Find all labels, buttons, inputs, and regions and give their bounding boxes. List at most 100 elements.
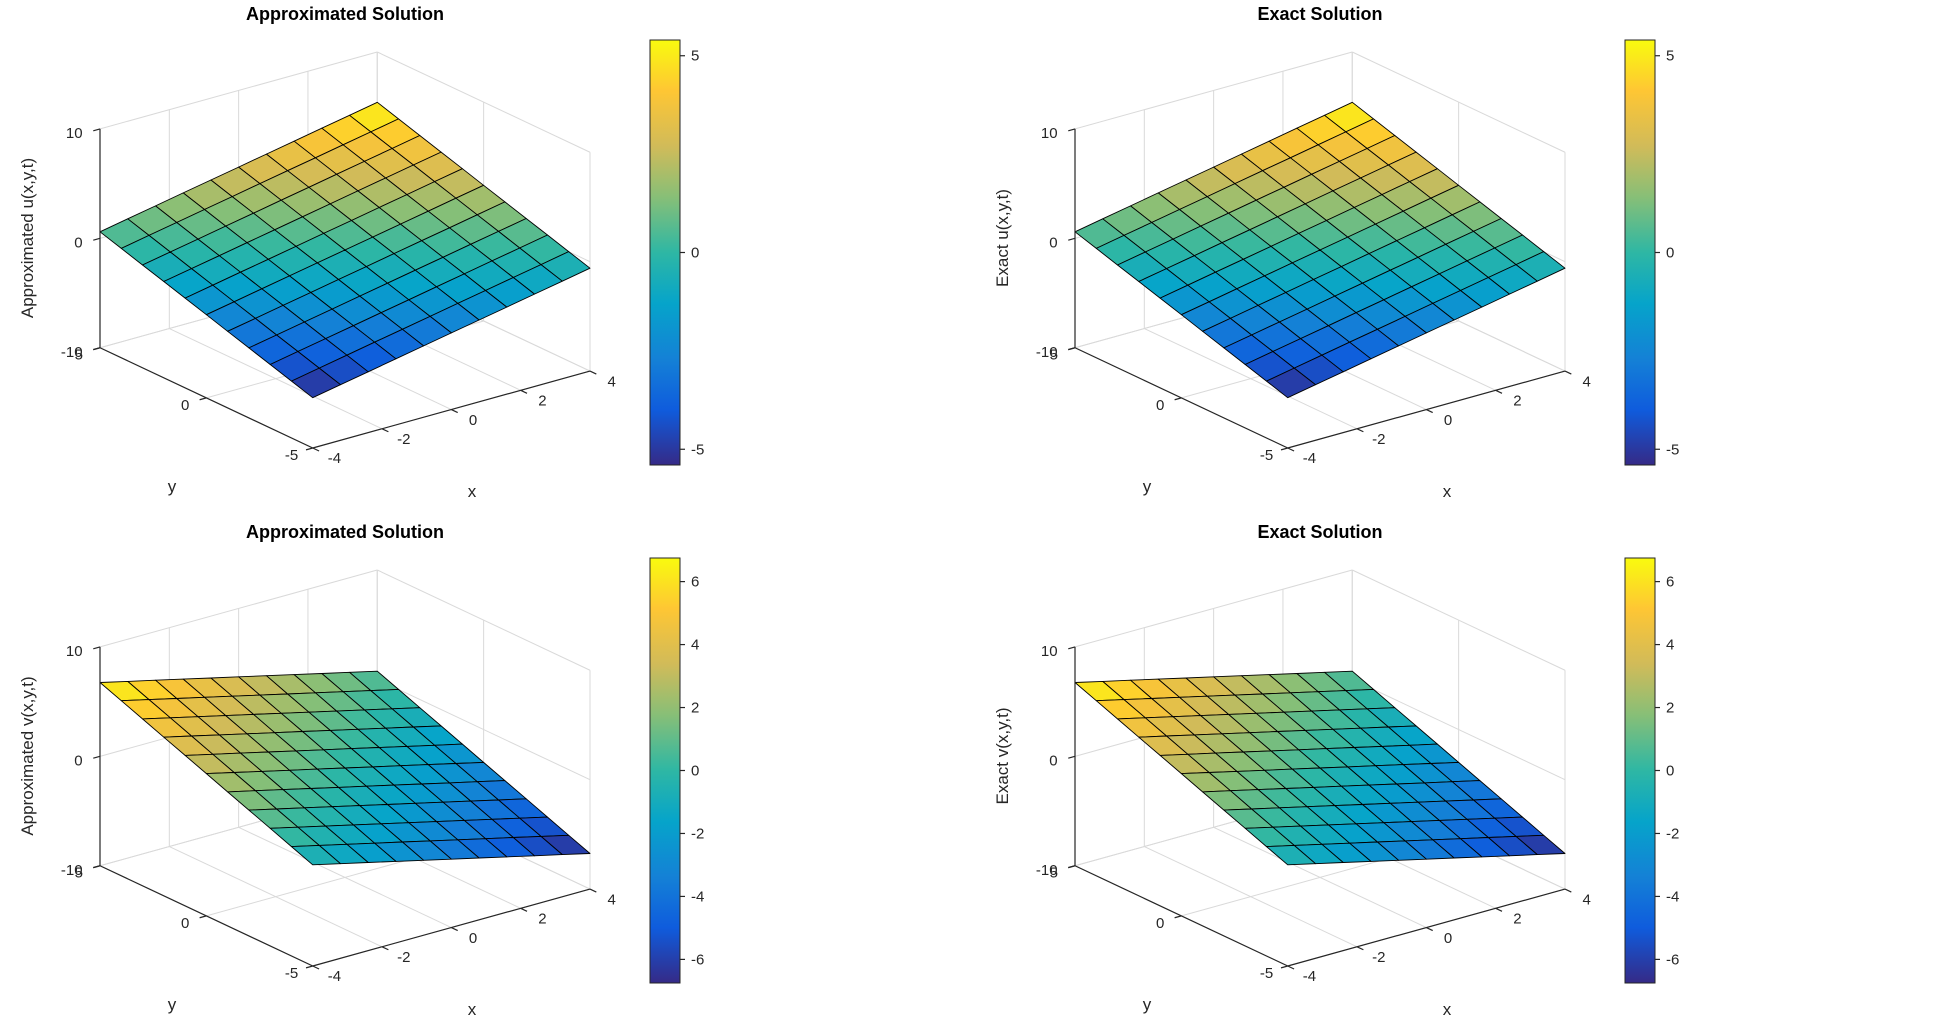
x-tick-label: 2 (1513, 393, 1521, 410)
plot-title: Exact Solution (1257, 522, 1383, 542)
x-tick-label: -4 (1303, 450, 1316, 467)
z-tick-label: -10 (61, 862, 83, 879)
colorbar-tick-label: 6 (1666, 574, 1674, 591)
z-tick-label: 10 (1041, 643, 1058, 660)
colorbar-tick-label: 4 (1666, 637, 1674, 654)
y-axis-label: y (1142, 477, 1152, 496)
y-tick-label: 0 (1156, 915, 1164, 932)
y-axis-label: y (167, 995, 177, 1014)
colorbar-tick-label: 2 (1666, 700, 1674, 717)
z-tick-label: 0 (74, 235, 82, 252)
x-tick-label: -2 (397, 949, 410, 966)
surface-quad (1266, 367, 1316, 399)
y-tick-labels: -5 0 5 (1050, 347, 1274, 464)
colorbar-tick-label: -4 (691, 888, 704, 905)
plot-title: Exact Solution (1257, 4, 1383, 24)
x-tick-label: 2 (1513, 911, 1521, 928)
x-axis-label: x (1442, 1000, 1452, 1019)
subplot-exact-v: -4 -2 0 2 4 -5 0 5 -10 0 10 -6 -4 -2 0 2 4 6 Exact Soluti… (975, 518, 1950, 1036)
z-tick-labels: -10 0 10 (61, 125, 83, 361)
colorbar-tick-label: -2 (1666, 825, 1679, 842)
x-tick-labels: -4 -2 0 2 4 (1303, 373, 1591, 467)
tick-marks (93, 646, 597, 970)
colorbar-tick-label: -5 (1666, 441, 1679, 458)
z-axis-label: Exact v(x,y,t) (993, 707, 1012, 805)
z-tick-label: 10 (1041, 125, 1058, 142)
x-tick-label: 4 (608, 891, 616, 908)
surface-quad (1266, 844, 1316, 866)
colorbar-tick-label: -6 (691, 951, 704, 968)
tick-marks (1068, 646, 1572, 970)
y-tick-label: -5 (285, 447, 298, 464)
x-tick-label: 0 (469, 412, 477, 429)
surface-mesh (99, 670, 591, 866)
y-tick-labels: -5 0 5 (75, 347, 299, 464)
z-tick-label: -10 (1036, 344, 1058, 361)
y-tick-label: 0 (181, 397, 189, 414)
x-tick-label: 4 (608, 373, 616, 390)
x-tick-label: -2 (1372, 431, 1385, 448)
z-tick-label: 10 (66, 125, 83, 142)
y-tick-label: 5 (75, 347, 83, 364)
z-tick-label: 0 (74, 753, 82, 770)
tick-marks (93, 128, 597, 452)
colorbar-tick-label: -2 (691, 825, 704, 842)
surface-mesh (1074, 670, 1566, 866)
z-tick-labels: -10 0 10 (61, 643, 83, 879)
x-tick-label: -4 (328, 968, 341, 985)
x-tick-labels: -4 -2 0 2 4 (328, 373, 616, 467)
colorbar-tick-label: -4 (1666, 888, 1679, 905)
z-axis-label: Approximated v(x,y,t) (18, 676, 37, 836)
y-tick-label: 0 (1156, 397, 1164, 414)
x-tick-label: 2 (538, 911, 546, 928)
colorbar (649, 557, 685, 984)
colorbar-tick-label: -5 (691, 441, 704, 458)
x-tick-label: 0 (1444, 930, 1452, 947)
surface-quad (291, 367, 341, 399)
z-tick-label: 0 (1049, 753, 1057, 770)
colorbar-tick-labels: -6 -4 -2 0 2 4 6 (691, 574, 704, 969)
colorbar-gradient (649, 39, 681, 466)
plot-title: Approximated Solution (246, 522, 444, 542)
y-tick-label: 0 (181, 915, 189, 932)
y-tick-label: 5 (1050, 865, 1058, 882)
z-tick-label: 0 (1049, 235, 1057, 252)
x-tick-label: 4 (1583, 373, 1591, 390)
colorbar-gradient (1624, 39, 1656, 466)
x-tick-labels: -4 -2 0 2 4 (1303, 891, 1591, 985)
z-tick-label: 10 (66, 643, 83, 660)
x-tick-label: 0 (1444, 412, 1452, 429)
x-tick-label: -2 (1372, 949, 1385, 966)
y-tick-label: 5 (75, 865, 83, 882)
y-tick-labels: -5 0 5 (75, 865, 299, 982)
subplot-approx-u: -4 -2 0 2 4 -5 0 5 -10 0 10 -5 0 5 Approximated Solut… (0, 0, 975, 518)
colorbar-tick-label: -6 (1666, 951, 1679, 968)
z-tick-label: -10 (61, 344, 83, 361)
x-tick-labels: -4 -2 0 2 4 (328, 891, 616, 985)
x-tick-label: -4 (328, 450, 341, 467)
y-tick-label: -5 (285, 965, 298, 982)
y-tick-label: -5 (1260, 447, 1273, 464)
plot-canvas-exact-v: -4 -2 0 2 4 -5 0 5-10 0 10 -6 -4 -2 0 2 4 6 (1036, 557, 1679, 985)
colorbar (1624, 557, 1660, 984)
colorbar-tick-label: 2 (691, 700, 699, 717)
surface-quad (291, 844, 341, 866)
x-tick-label: 2 (538, 393, 546, 410)
y-tick-label: 5 (1050, 347, 1058, 364)
z-tick-labels: -10 0 10 (1036, 125, 1058, 361)
x-tick-label: 4 (1583, 891, 1591, 908)
plot-title: Approximated Solution (246, 4, 444, 24)
colorbar-tick-label: 0 (1666, 763, 1674, 780)
tick-marks (1068, 128, 1572, 452)
y-tick-labels: -5 0 5 (1050, 865, 1274, 982)
y-tick-label: -5 (1260, 965, 1273, 982)
plot-canvas-approx-v: -4 -2 0 2 4 -5 0 5-10 0 10 -6 -4 -2 0 2 4 6 (61, 557, 704, 985)
x-tick-label: -4 (1303, 968, 1316, 985)
subplot-exact-u: -4 -2 0 2 4 -5 0 5 -10 0 10 -5 0 5 Exact Solution Exa… (975, 0, 1950, 518)
colorbar-tick-label: 4 (691, 637, 699, 654)
x-tick-label: -2 (397, 431, 410, 448)
colorbar-tick-labels: -6 -4 -2 0 2 4 6 (1666, 574, 1679, 969)
